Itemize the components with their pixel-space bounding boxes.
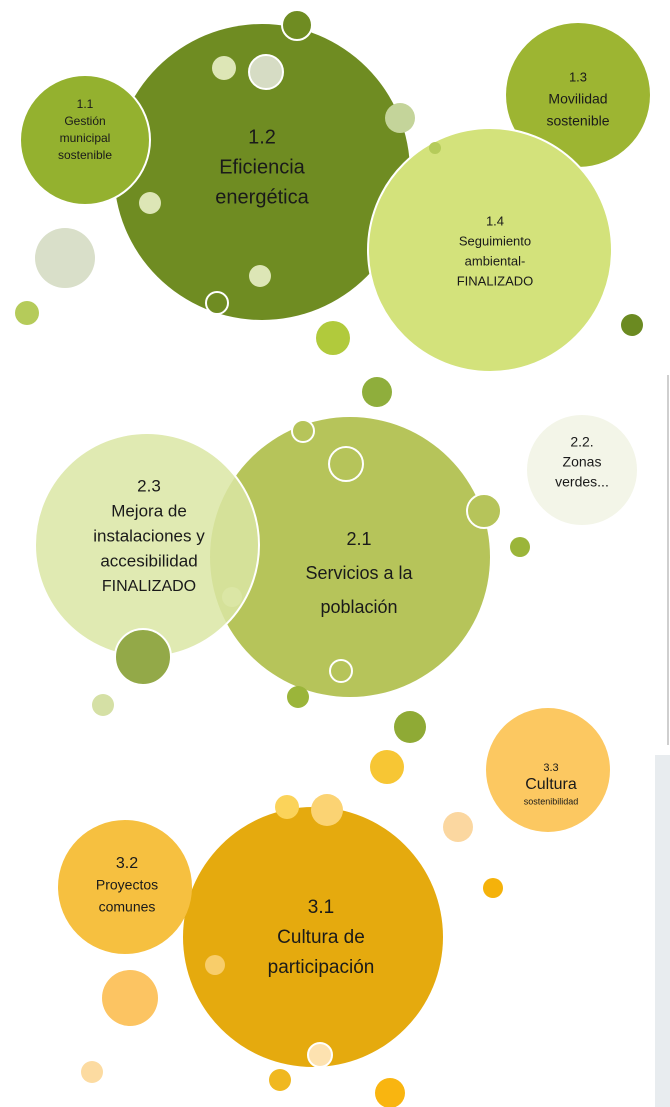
bubble-label: instalaciones y <box>93 526 205 545</box>
bubble <box>367 127 613 373</box>
group-3 <box>58 708 610 1107</box>
bubble-label: Gestión <box>64 114 105 128</box>
bubble <box>527 415 637 525</box>
dot <box>114 628 172 686</box>
dot <box>510 537 530 557</box>
bubble-label: 3.1 <box>308 897 334 918</box>
dot <box>102 970 158 1026</box>
bubble-label: Movilidad <box>548 91 607 107</box>
side-panel <box>655 755 670 1107</box>
dot <box>205 291 229 315</box>
bubble <box>19 74 151 206</box>
dot <box>35 228 95 288</box>
dot <box>385 103 415 133</box>
bubble <box>183 807 443 1067</box>
dot <box>139 192 161 214</box>
bubble-label: Eficiencia <box>219 156 305 178</box>
bubble-label: participación <box>268 957 375 978</box>
bubble-label: 1.3 <box>569 69 587 84</box>
bubble-label: 1.2 <box>248 126 276 148</box>
dot <box>621 314 643 336</box>
bubble-label: 2.2. <box>570 434 593 450</box>
dot <box>329 659 353 683</box>
dot <box>291 419 315 443</box>
bubble-label: Mejora de <box>111 501 187 520</box>
dot <box>281 9 313 41</box>
dot <box>483 878 503 898</box>
bubble-label: 2.3 <box>137 476 161 495</box>
bubble-label: población <box>320 597 397 617</box>
bubble-label: Zonas <box>563 454 602 470</box>
dot <box>287 686 309 708</box>
group-2 <box>34 377 637 743</box>
bubble-label: ambiental- <box>465 253 526 268</box>
dot <box>81 1061 103 1083</box>
dot <box>394 711 426 743</box>
bubble-label: sostenibilidad <box>524 796 579 806</box>
bubble <box>58 820 192 954</box>
dot <box>316 321 350 355</box>
bubble-label: energética <box>215 186 309 208</box>
bubble-label: 2.1 <box>346 529 371 549</box>
bubble-label: accesibilidad <box>100 551 197 570</box>
dot <box>212 56 236 80</box>
bubble-label: sostenible <box>546 113 609 129</box>
dot <box>275 795 299 819</box>
dot <box>248 54 284 90</box>
dot <box>222 587 242 607</box>
dot <box>466 493 502 529</box>
bubble-label: sostenible <box>58 148 112 162</box>
bubble-label: Proyectos <box>96 877 158 893</box>
bubble <box>506 23 650 167</box>
dot <box>249 265 271 287</box>
bubble-label: FINALIZADO <box>102 578 196 595</box>
dot <box>443 812 473 842</box>
bubble-label: 3.3 <box>543 762 558 774</box>
dot <box>269 1069 291 1091</box>
dot <box>429 142 441 154</box>
bubble-label: comunes <box>99 899 156 915</box>
dot <box>311 794 343 826</box>
dot <box>362 377 392 407</box>
labels: 1.1 Gestión municipal sostenible 1.2 Eficienc… <box>58 69 610 978</box>
dot <box>328 446 364 482</box>
dot <box>15 301 39 325</box>
group-1 <box>15 9 650 373</box>
bubble <box>210 417 490 697</box>
dot <box>92 694 114 716</box>
dot <box>370 750 404 784</box>
bubble-label: Seguimiento <box>459 233 531 248</box>
bubble-label: Servicios a la <box>305 563 413 583</box>
bubble <box>486 708 610 832</box>
bubble-label: municipal <box>60 131 111 145</box>
dot <box>375 1078 405 1107</box>
bubble-label: Cultura <box>525 776 577 793</box>
bubble-label: 3.2 <box>116 855 138 872</box>
bubble <box>114 24 410 320</box>
bubble-label: Cultura de <box>277 927 365 948</box>
bubble-label: FINALIZADO <box>457 273 534 288</box>
dot <box>205 955 225 975</box>
bubble-label: 1.1 <box>77 97 94 111</box>
bubble-label: 1.4 <box>486 213 504 228</box>
dot <box>307 1042 333 1068</box>
bubble-label: verdes... <box>555 474 609 490</box>
